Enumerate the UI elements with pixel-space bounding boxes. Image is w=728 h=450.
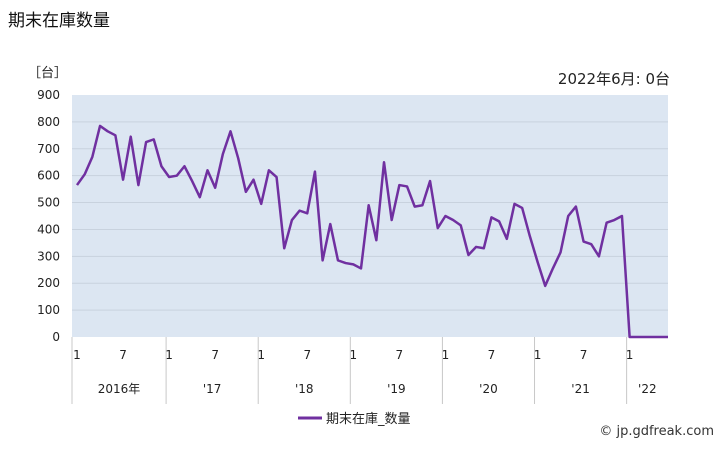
series-line-inventory [75, 124, 668, 339]
x-axis: 1 7 1 7 1 7 1 7 1 7 1 7 1 2016年 '17 '18 '19 '20 '21 '22 [71, 337, 657, 404]
y-tick-label: 100 [37, 303, 60, 317]
x-tick-label-month: 7 [396, 348, 404, 362]
x-tick-label-month: 1 [626, 348, 634, 362]
source-credit: © jp.gdfreak.com [599, 424, 714, 439]
x-tick-label-month: 7 [119, 348, 127, 362]
x-tick-label-year: '21 [571, 382, 590, 396]
y-tick-label: 900 [37, 88, 60, 102]
y-tick-label: 800 [37, 115, 60, 129]
x-tick-label-year: '22 [638, 382, 657, 396]
x-tick-label-year: 2016年 [98, 382, 141, 396]
x-tick-label-month: 7 [580, 348, 588, 362]
x-tick-label-month: 7 [303, 348, 311, 362]
legend: 期末在庫_数量 [298, 412, 411, 427]
y-tick-label: 400 [37, 222, 60, 236]
x-tick-label-year: '19 [387, 382, 406, 396]
x-tick-label-year: '20 [479, 382, 498, 396]
x-tick-label-month: 7 [211, 348, 219, 362]
y-tick-label: 700 [37, 142, 60, 156]
y-tick-label: 600 [37, 169, 60, 183]
y-tick-label: 300 [37, 249, 60, 263]
x-tick-label-month: 1 [73, 348, 81, 362]
y-tick-label: 200 [37, 276, 60, 290]
x-tick-label-month: 1 [257, 348, 265, 362]
x-tick-label-month: 1 [349, 348, 357, 362]
y-tick-label: 500 [37, 196, 60, 210]
y-axis-unit-label: ［台］ [28, 66, 68, 81]
y-axis-ticks: 0 100 200 300 400 500 600 700 800 900 [37, 88, 60, 344]
y-tick-label: 0 [52, 330, 60, 344]
x-tick-label-month: 7 [488, 348, 496, 362]
x-tick-label-month: 1 [442, 348, 450, 362]
legend-label: 期末在庫_数量 [326, 412, 411, 427]
x-tick-label-year: '18 [295, 382, 314, 396]
latest-value-note: 2022年6月: 0台 [557, 70, 670, 88]
x-tick-label-month: 1 [165, 348, 173, 362]
x-tick-label-month: 1 [534, 348, 542, 362]
chart-title: 期末在庫数量 [8, 11, 110, 31]
x-tick-label-year: '17 [203, 382, 222, 396]
